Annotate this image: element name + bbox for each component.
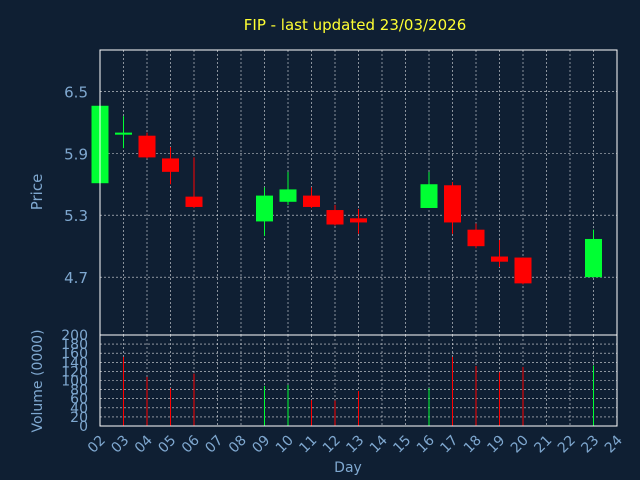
candle-body [444, 185, 461, 223]
candle-18 [467, 223, 485, 249]
price-tick-label: 5.3 [64, 207, 88, 225]
chart-title: FIP - last updated 23/03/2026 [244, 16, 466, 34]
candle-body [350, 218, 367, 223]
candle-17 [444, 182, 461, 234]
price-y-ticks: 4.7 5.3 5.9 6.5 [64, 83, 88, 287]
x-axis-ticks: 02 03 04 05 06 07 08 09 10 11 12 13 14 15 16 17 18 19 20 21… [85, 432, 626, 456]
candle-12 [326, 204, 344, 226]
candle-body [585, 238, 602, 278]
volume-plot-frame [99, 334, 618, 427]
volume-tick-label: 60 [70, 392, 88, 408]
candle-body [138, 135, 156, 158]
candle-16 [420, 171, 438, 208]
price-tick-label: 6.5 [64, 83, 88, 101]
volume-tick-label: 120 [61, 364, 88, 380]
volume-tick-label: 0 [79, 419, 88, 435]
candle-11 [303, 187, 320, 208]
volume-tick-label: 200 [61, 328, 88, 344]
volume-axis-label: Volume (0000) [30, 329, 46, 432]
candle-04 [138, 132, 156, 159]
candle-body [162, 158, 179, 172]
candle-03 [115, 116, 132, 149]
candle-19 [491, 240, 508, 267]
candle-body [185, 196, 203, 207]
candle-06 [185, 157, 203, 208]
candle-09 [256, 187, 273, 236]
volume-tick-label: 40 [70, 401, 88, 417]
candle-body [420, 184, 438, 208]
volume-tick-label: 80 [70, 383, 88, 399]
candle-20 [514, 257, 532, 285]
candle-body [279, 189, 297, 202]
price-tick-label: 5.9 [64, 145, 88, 163]
candle-13 [350, 209, 367, 234]
candle-23 [585, 229, 602, 278]
candle-body [303, 195, 320, 207]
volume-tick-label: 100 [61, 374, 88, 390]
volume-bars [123, 356, 594, 426]
price-axis-label: Price [28, 174, 46, 211]
x-axis-label: Day [334, 460, 362, 476]
candle-body [256, 195, 273, 222]
volume-tick-label: 20 [70, 410, 88, 426]
volume-tick-label: 140 [61, 355, 88, 371]
candle-body [467, 229, 485, 247]
candle-10 [279, 171, 297, 205]
volume-tick-label: 180 [61, 337, 88, 353]
candle-body [514, 257, 532, 284]
candle-body [491, 256, 508, 262]
price-tick-label: 4.7 [64, 269, 88, 287]
candle-body [115, 132, 132, 135]
volume-tick-label: 160 [61, 346, 88, 362]
price-panel: 4.7 5.3 5.9 6.5 Price [28, 49, 618, 336]
candle-body [326, 210, 344, 225]
candle-05 [162, 147, 179, 185]
